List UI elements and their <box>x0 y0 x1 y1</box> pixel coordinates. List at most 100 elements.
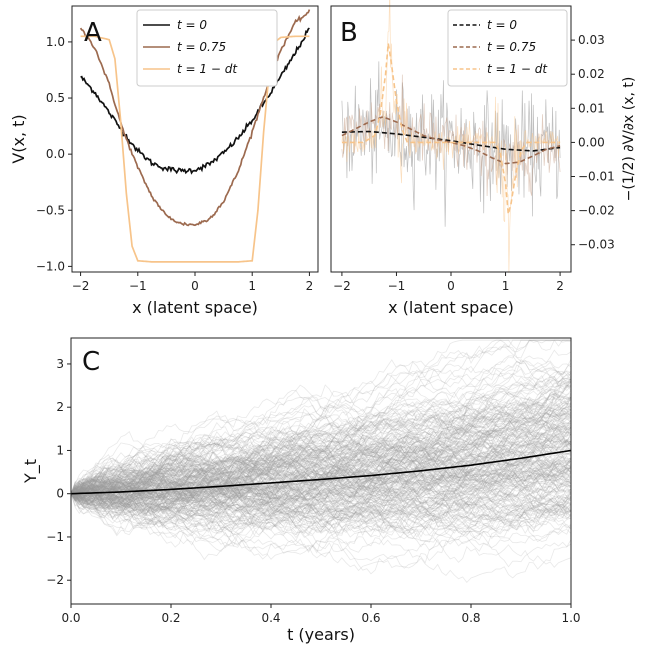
sample-path <box>70 367 572 498</box>
panel-c-xtick-label: 1.0 <box>561 611 580 625</box>
panel-b-xtick-label: 0 <box>447 279 455 293</box>
sample-path <box>71 480 572 526</box>
sample-path <box>70 408 572 495</box>
panel-b-letter: B <box>340 18 358 48</box>
sample-path <box>70 397 572 552</box>
sample-path <box>70 398 572 494</box>
sample-path <box>70 482 572 572</box>
sample-path <box>70 362 572 502</box>
sample-path <box>70 421 572 511</box>
sample-path <box>70 478 572 519</box>
sample-path <box>70 470 571 525</box>
panel-a-legend-box <box>136 9 278 87</box>
sample-path <box>70 436 572 506</box>
sample-path <box>70 492 572 539</box>
panel-c-xtick-label: 0.4 <box>261 611 280 625</box>
panel-a-ticks: −2 −1 0 1 2 −1.0 −0.5 0.0 0.5 1.0 <box>36 35 313 293</box>
panel-b-xtick-label: −1 <box>388 279 406 293</box>
sample-path <box>70 402 572 494</box>
panel-a-ytick-label: −0.5 <box>36 203 65 217</box>
sample-path <box>70 448 572 533</box>
sample-path <box>70 432 572 504</box>
sample-path <box>70 462 572 539</box>
sample-path <box>70 438 572 497</box>
panel-c-ytick-label: 1 <box>56 443 64 457</box>
panel-a-xtick-label: −2 <box>72 279 90 293</box>
sample-path <box>70 412 572 503</box>
sample-path <box>70 405 572 506</box>
legend-b-label-t0: t = 0 <box>487 18 517 32</box>
sample-path <box>70 424 572 501</box>
sample-path <box>70 415 572 511</box>
panel-c-frame <box>70 337 572 605</box>
sample-path <box>70 428 572 511</box>
sample-path <box>70 445 572 499</box>
sample-path <box>70 450 572 529</box>
sample-path <box>70 465 572 522</box>
sample-path <box>70 474 572 530</box>
sample-path <box>70 475 572 514</box>
sample-path <box>70 429 572 494</box>
sample-path <box>70 384 572 494</box>
sample-path <box>70 491 572 536</box>
sample-path <box>70 433 572 495</box>
sample-path <box>70 390 572 502</box>
panel-b-ytick-label: 0.03 <box>578 33 605 47</box>
sample-path <box>70 421 572 494</box>
sample-path <box>70 462 572 517</box>
panel-c-mean-line <box>70 449 572 495</box>
sample-path <box>70 454 572 533</box>
sample-path <box>70 418 572 505</box>
panel-b: −2 −1 0 1 2 0.03 0.02 0.01 0.00 −0.01 −0.02 −0.03 B… <box>330 0 637 317</box>
sample-path <box>70 456 572 497</box>
sample-path <box>70 455 572 514</box>
sample-path <box>70 424 572 512</box>
sample-path <box>70 402 572 495</box>
sample-path <box>70 450 572 513</box>
panel-b-line-2 <box>341 43 561 215</box>
sample-path <box>70 454 572 508</box>
sample-path <box>70 411 572 496</box>
sample-path <box>70 401 572 503</box>
sample-path <box>70 449 572 513</box>
sample-path <box>70 456 572 508</box>
sample-path <box>70 440 572 517</box>
sample-path <box>70 339 571 506</box>
sample-path <box>70 475 572 527</box>
sample-path <box>70 457 572 522</box>
sample-path <box>70 431 572 514</box>
panel-a-xtick-label: 0 <box>191 279 199 293</box>
sample-path <box>70 450 572 512</box>
sample-path <box>70 391 572 504</box>
sample-path <box>70 483 572 522</box>
panel-a-xlabel: x (latent space) <box>132 298 258 317</box>
legend-b-label-t075: t = 0.75 <box>487 40 536 54</box>
sample-path <box>70 439 572 521</box>
sample-path <box>70 414 572 494</box>
panel-b-line-0 <box>341 130 561 152</box>
legend-a-label-t0: t = 0 <box>177 18 207 32</box>
sample-path <box>70 493 572 561</box>
sample-path <box>70 370 572 494</box>
sample-path <box>70 473 572 535</box>
sample-path <box>70 436 572 512</box>
panel-c-ytick-label: −1 <box>46 530 64 544</box>
sample-path <box>70 434 572 523</box>
panel-c-ytick-label: −2 <box>46 573 64 587</box>
sample-path <box>70 480 572 538</box>
sample-path <box>70 465 572 523</box>
panel-b-noise-trace-0 <box>341 61 561 227</box>
sample-path <box>70 367 572 500</box>
sample-path <box>70 442 572 495</box>
sample-path <box>70 490 572 547</box>
sample-path <box>70 415 572 501</box>
sample-path <box>70 399 572 514</box>
sample-path <box>70 377 572 495</box>
sample-path <box>70 473 572 517</box>
sample-path <box>70 355 572 502</box>
panel-c-xtick-label: 0.2 <box>161 611 180 625</box>
sample-path <box>70 458 572 518</box>
sample-path <box>70 339 571 494</box>
sample-path <box>70 450 572 516</box>
panel-b-ytick-label: 0.00 <box>578 135 605 149</box>
